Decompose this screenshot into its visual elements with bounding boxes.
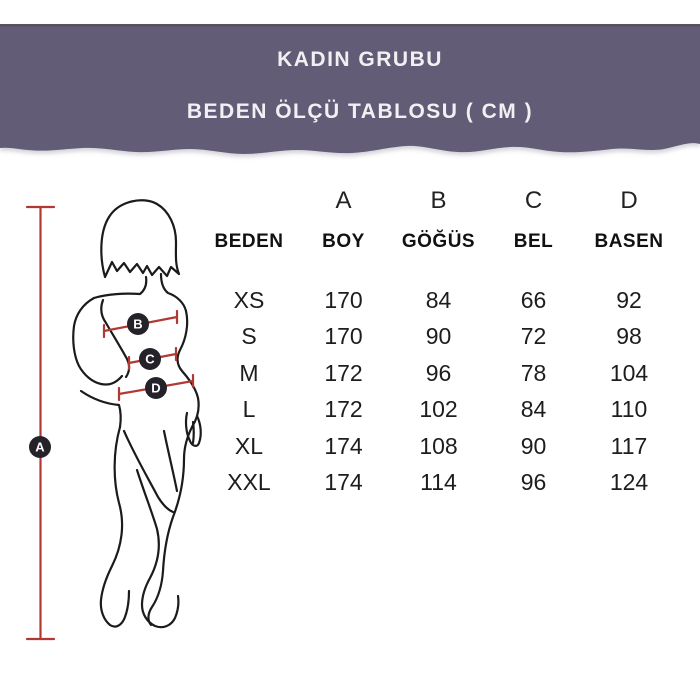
back-leg-inner (162, 429, 179, 493)
table-row-xs: XS 170 84 66 92 (202, 282, 677, 319)
measurement-cell: 92 (616, 286, 642, 313)
measurement-cell: 170 (324, 286, 363, 313)
letter-cell-b: B (430, 187, 447, 214)
measurement-cell: 174 (324, 469, 363, 496)
measurement-cell: 110 (610, 396, 648, 423)
measurement-cell: 104 (609, 359, 649, 386)
crossed-thigh-line (122, 429, 175, 514)
marker-badges: A B C D (29, 313, 167, 458)
size-cell: S (241, 323, 257, 350)
marker-a-badge (29, 436, 51, 458)
header-top-edge (0, 24, 700, 27)
letter-cell-c: C (524, 187, 543, 214)
table-row-m: M 172 96 78 104 (202, 355, 677, 392)
woman-outline (72, 199, 202, 629)
letter-cell-empty (202, 183, 296, 219)
table-row-xxl: XXL 174 114 96 124 (202, 465, 677, 502)
measurement-cell: 170 (324, 323, 363, 350)
marker-d-label: D (151, 381, 160, 396)
measurement-cell: 124 (609, 469, 649, 496)
neck-shoulder-left (92, 275, 148, 300)
measurement-cell: 72 (520, 323, 547, 350)
right-hand (184, 411, 202, 447)
table-row-l: L 172 102 84 110 (202, 392, 677, 429)
measurement-cell: 96 (520, 469, 547, 496)
neck-shoulder-right (159, 272, 188, 313)
header-cell-boy: BOY (322, 231, 365, 252)
measurement-cell: 98 (616, 323, 642, 350)
chest-inner-arm (100, 298, 131, 379)
header-cell-beden: BEDEN (214, 231, 284, 252)
size-cell: M (239, 359, 259, 386)
measurement-cell: 102 (419, 396, 458, 423)
hip-curve (79, 389, 122, 429)
marker-a-label: A (35, 440, 45, 455)
table-spacer (202, 265, 677, 282)
marker-d-badge (145, 377, 167, 399)
measurement-cell: 172 (324, 396, 363, 423)
size-cell: XXL (227, 469, 271, 496)
back-leg-outer (147, 457, 186, 627)
header-band (0, 24, 700, 154)
letter-cell-d: D (620, 187, 638, 214)
letter-cell-a: A (335, 187, 352, 214)
header-cell-basen: BASEN (594, 231, 664, 252)
measurement-cell: 78 (520, 359, 547, 386)
measurement-cell: 90 (520, 432, 547, 459)
size-cell: XL (234, 432, 264, 459)
measurement-cell: 172 (324, 359, 363, 386)
header-cell-gogus: GÖĞÜS (401, 231, 476, 252)
marker-c-badge (139, 348, 161, 370)
front-leg-inner-back-foot (135, 468, 180, 629)
measurement-cell: 174 (324, 432, 363, 459)
column-headers-row: BEDEN BOY GÖĞÜS BEL BASEN (202, 219, 677, 265)
marker-b-label: B (133, 317, 142, 332)
measurement-cell: 90 (425, 323, 452, 350)
size-cell: XS (233, 286, 265, 313)
table-row-xl: XL 174 108 90 117 (202, 428, 677, 465)
right-hand-finger-line (191, 420, 195, 445)
table-row-s: S 170 90 72 98 (202, 319, 677, 356)
measurement-cell: 96 (425, 359, 452, 386)
front-leg-outer (99, 425, 131, 628)
marker-b-badge (127, 313, 149, 335)
size-cell: L (242, 396, 256, 423)
column-letters-row: A B C D (202, 183, 677, 219)
size-table: A B C D BEDEN BOY GÖĞÜS BEL BASEN XS 170… (202, 183, 677, 501)
outer-arm (72, 296, 124, 386)
marker-c-label: C (145, 352, 155, 367)
measurement-cell: 84 (425, 286, 452, 313)
torn-paper-shape (0, 24, 700, 154)
page-title: KADIN GRUBU (277, 48, 443, 71)
measurement-cell: 66 (520, 286, 547, 313)
measurement-cell: 108 (419, 432, 458, 459)
measurement-figure: A B C D (25, 199, 202, 641)
page-subtitle: BEDEN ÖLÇÜ TABLOSU ( CM ) (186, 100, 534, 123)
measurement-cell: 117 (610, 432, 648, 459)
header-cell-bel: BEL (513, 231, 554, 252)
hair-outline (100, 199, 181, 279)
measurement-cell: 114 (420, 469, 457, 496)
measurement-cell: 84 (520, 396, 547, 423)
